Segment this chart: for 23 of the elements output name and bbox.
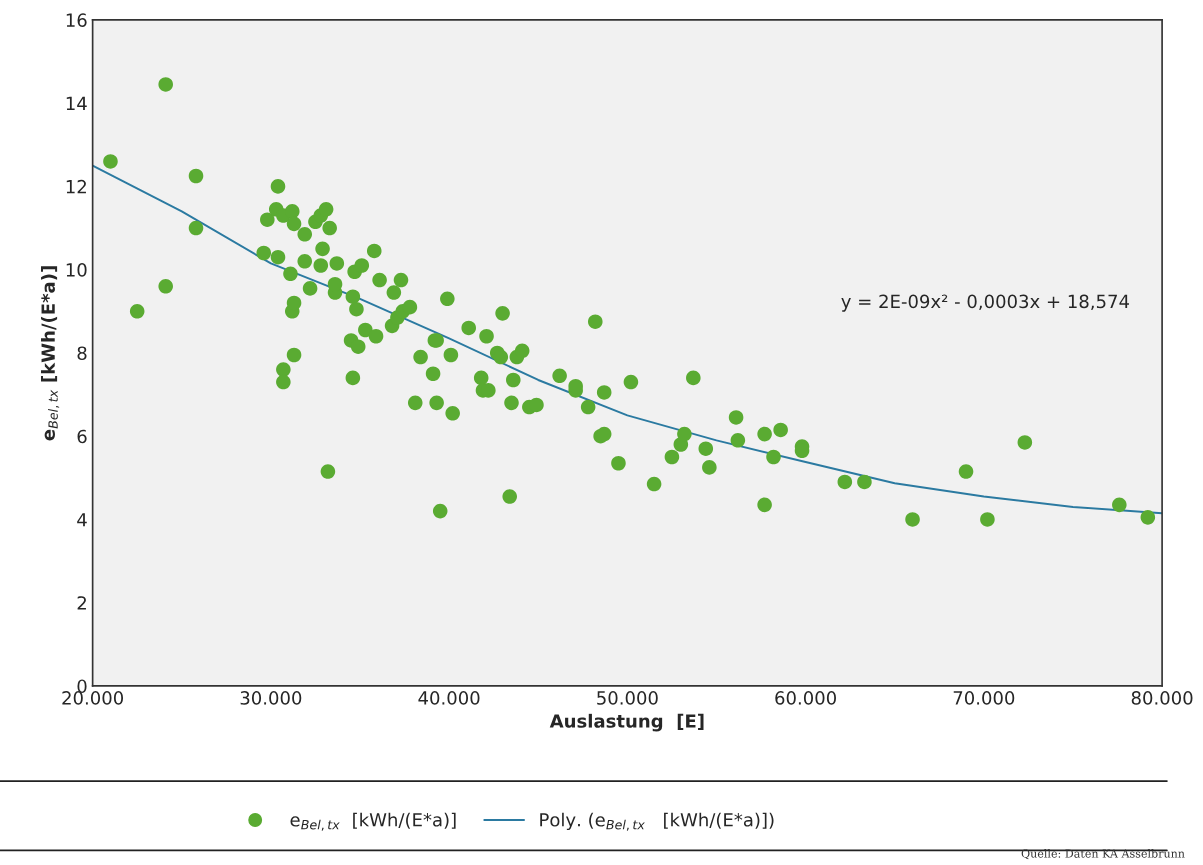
line-series [92,164,1163,515]
y-tick-label: 4 [77,513,87,527]
x-tick-label: 60.000 [775,691,836,705]
x-tick-label: 30.000 [240,691,302,705]
x-tick-label: 40.000 [418,691,480,705]
legend-label: e$_{Bel,tx}$ [kWh/(E*a)] [290,812,456,831]
text: Poly. (e$_{Bel,tx}$ [kWh/(E*a)]) [540,812,774,831]
x-tick-label: 50.000 [597,691,658,705]
x-tick-label: 20.000 [62,691,124,705]
annotation: y = 2E-09x² - 0,0003x + 18,574 [841,294,1129,312]
y-tick-label: 16 [66,13,87,28]
y-tick-label: 6 [77,429,87,444]
x-axis-title: Auslastung [E] [549,713,704,732]
y-tick-label: 0 [77,679,87,694]
x-tick-label: 70.000 [953,691,1015,705]
y-tick-label: 10 [66,263,87,277]
y-tick-label: 8 [77,346,87,361]
y-tick-label: 2 [77,596,86,610]
x-tick-label: 80.000 [1131,691,1193,705]
source-note: Quelle: Daten KA Asselbrunn [1021,849,1185,860]
y-axis-title: e$_{Bel,tx}$ [kWh/(E*a)] [41,266,60,441]
y-tick-label: 14 [66,96,87,111]
y-tick-label: 12 [66,179,86,194]
